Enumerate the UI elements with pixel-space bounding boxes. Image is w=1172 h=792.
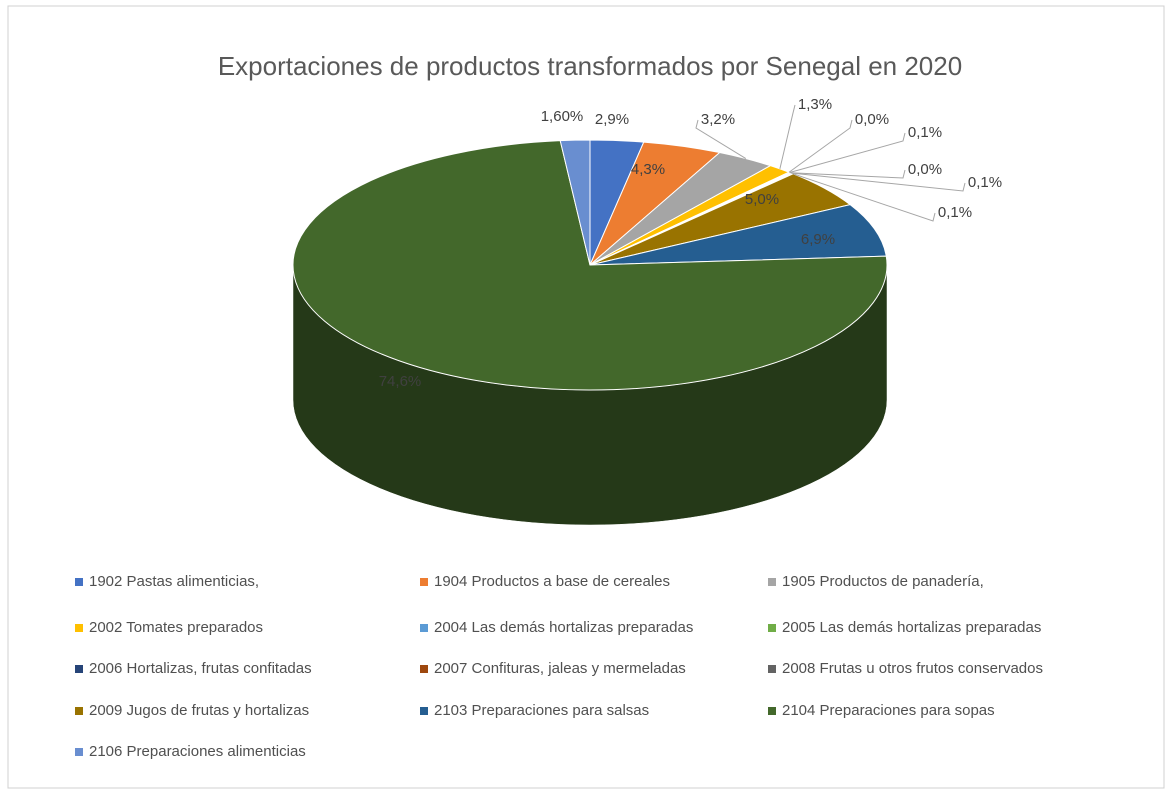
data-label: 0,1%: [908, 124, 942, 141]
legend-swatch: [768, 665, 776, 673]
data-label: 4,3%: [631, 161, 665, 178]
slice: [589, 204, 887, 266]
data-label: 0,1%: [968, 174, 1002, 191]
slice: [292, 140, 888, 391]
leader-line: [789, 132, 906, 173]
legend-swatch: [75, 665, 83, 673]
legend-label: 2104 Preparaciones para sopas: [782, 702, 995, 719]
leader-line: [791, 172, 966, 192]
legend-swatch: [75, 707, 83, 715]
legend-label: 2103 Preparaciones para salsas: [434, 702, 649, 719]
data-label: 74,6%: [379, 373, 422, 390]
leader-line: [779, 104, 796, 169]
legend-label: 1905 Productos de panadería,: [782, 573, 984, 590]
data-label: 1,3%: [798, 96, 832, 113]
legend-swatch: [768, 578, 776, 586]
legend-label: 2002 Tomates preparados: [89, 619, 263, 636]
data-label: 0,1%: [938, 204, 972, 221]
leader-line: [695, 119, 747, 160]
legend-swatch: [420, 624, 428, 632]
legend-swatch: [768, 624, 776, 632]
leader-line: [792, 173, 936, 222]
legend-label: 2006 Hortalizas, frutas confitadas: [89, 660, 312, 677]
legend-swatch: [420, 707, 428, 715]
data-label: 6,9%: [801, 231, 835, 248]
data-label: 5,0%: [745, 191, 779, 208]
legend-label: 1904 Productos a base de cereales: [434, 573, 670, 590]
legend-swatch: [75, 624, 83, 632]
legend-label: 2106 Preparaciones alimenticias: [89, 743, 306, 760]
leader-line: [790, 169, 906, 179]
legend-label: 2004 Las demás hortalizas preparadas: [434, 619, 693, 636]
legend-label: 2008 Frutas u otros frutos conservados: [782, 660, 1043, 677]
data-label: 3,2%: [701, 111, 735, 128]
data-label: 1,60%: [541, 108, 584, 125]
legend-swatch: [75, 748, 83, 756]
legend-swatch: [420, 578, 428, 586]
legend-label: 2009 Jugos de frutas y hortalizas: [89, 702, 309, 719]
legend-swatch: [75, 578, 83, 586]
leader-line: [788, 119, 853, 173]
slice: [559, 139, 591, 266]
data-label: 0,0%: [908, 161, 942, 178]
legend-swatch: [768, 707, 776, 715]
chart-title: Exportaciones de productos transformados…: [218, 51, 962, 81]
legend-label: 2005 Las demás hortalizas preparadas: [782, 619, 1041, 636]
legend-label: 2007 Confituras, jaleas y mermeladas: [434, 660, 686, 677]
legend-swatch: [420, 665, 428, 673]
legend-label: 1902 Pastas alimenticias,: [89, 573, 259, 590]
data-label: 0,0%: [855, 111, 889, 128]
data-label: 2,9%: [595, 111, 629, 128]
